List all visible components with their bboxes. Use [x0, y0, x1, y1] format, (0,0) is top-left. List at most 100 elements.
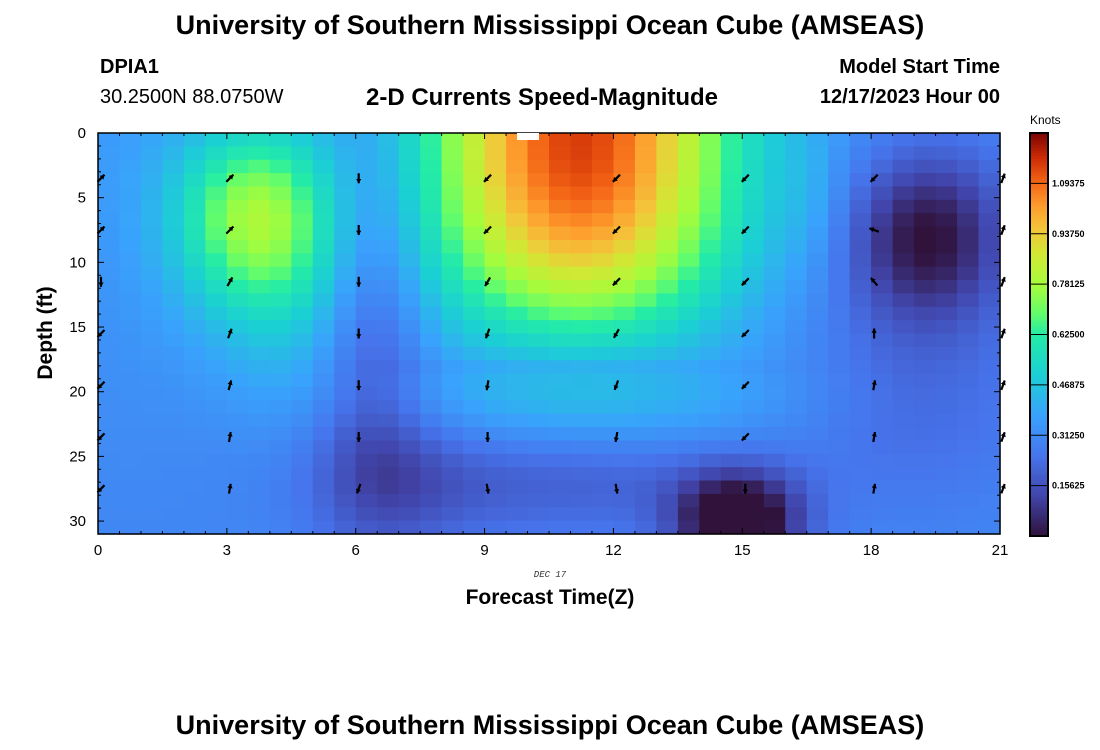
- heatmap-cell: [527, 173, 550, 188]
- colorbar-segment: [1030, 473, 1048, 477]
- heatmap-cell: [312, 226, 335, 241]
- heatmap-cell: [334, 507, 357, 522]
- heatmap-cell: [957, 213, 980, 228]
- heatmap-cell: [785, 280, 808, 294]
- heatmap-cell: [634, 333, 657, 348]
- heatmap-cell: [828, 413, 851, 428]
- heatmap-cell: [162, 400, 185, 415]
- colorbar-segment: [1030, 430, 1048, 434]
- heatmap-cell: [677, 280, 700, 294]
- heatmap-cell: [205, 346, 228, 361]
- heatmap-cell: [892, 320, 915, 335]
- colorbar-segment: [1030, 425, 1048, 429]
- heatmap-cell: [312, 440, 335, 455]
- colorbar-segment: [1030, 359, 1048, 363]
- heatmap-cell: [527, 360, 550, 375]
- heatmap-cell: [205, 280, 228, 294]
- heatmap-cell: [355, 520, 378, 535]
- colorbar-segment: [1030, 397, 1048, 401]
- heatmap-cell: [699, 480, 722, 495]
- heatmap-cell: [506, 467, 529, 482]
- heatmap-cell: [957, 440, 980, 455]
- heatmap-cell: [720, 133, 743, 147]
- heatmap-cell: [119, 146, 142, 161]
- heatmap-cell: [892, 440, 915, 455]
- heatmap-cell: [785, 266, 808, 281]
- heatmap-cell: [828, 360, 851, 375]
- heatmap-cell: [656, 493, 679, 508]
- heatmap-cell: [226, 159, 249, 174]
- heatmap-cell: [226, 400, 249, 415]
- heatmap-cell: [828, 427, 851, 442]
- heatmap-cell: [484, 253, 507, 268]
- heatmap-cell: [720, 440, 743, 455]
- colorbar-segment: [1030, 530, 1048, 535]
- heatmap-cell: [957, 280, 980, 294]
- heatmap-cell: [978, 400, 1001, 415]
- heatmap-cell: [377, 266, 400, 281]
- heatmap-cell: [763, 293, 786, 308]
- heatmap-cell: [183, 213, 206, 228]
- heatmap-cell: [720, 507, 743, 522]
- colorbar-tick-label: 0.62500: [1052, 330, 1085, 340]
- heatmap-cell: [398, 266, 421, 281]
- heatmap-cell: [441, 213, 464, 228]
- heatmap-cell: [935, 186, 958, 201]
- heatmap-cell: [634, 186, 657, 201]
- heatmap-cell: [613, 293, 636, 308]
- colorbar-segment: [1030, 253, 1048, 258]
- colorbar-segment: [1030, 334, 1048, 338]
- heatmap-cell: [806, 467, 829, 482]
- heatmap-cell: [914, 360, 937, 375]
- heatmap-cell: [463, 199, 486, 214]
- heatmap-cell: [699, 186, 722, 201]
- heatmap-cell: [957, 253, 980, 268]
- colorbar-segment: [1030, 155, 1048, 159]
- heatmap-cell: [226, 373, 249, 388]
- y-axis-title: Depth (ft): [34, 286, 57, 379]
- heatmap-cell: [763, 427, 786, 442]
- heatmap-cell: [527, 186, 550, 201]
- heatmap-cell: [205, 386, 228, 401]
- heatmap-cell: [591, 306, 615, 321]
- colorbar-segment: [1030, 284, 1048, 288]
- heatmap-cell: [183, 186, 206, 201]
- heatmap-cell: [484, 213, 507, 228]
- heatmap-cell: [914, 253, 937, 268]
- heatmap-cell: [248, 493, 271, 508]
- colorbar-segment: [1030, 216, 1048, 220]
- heatmap-cell: [742, 400, 765, 415]
- heatmap-cell: [871, 373, 894, 388]
- heatmap-cell: [420, 266, 443, 281]
- heatmap-cell: [98, 440, 121, 455]
- heatmap-cell: [957, 173, 980, 188]
- heatmap-cell: [763, 507, 786, 522]
- heatmap-cell: [570, 346, 593, 361]
- heatmap-cell: [269, 453, 292, 468]
- current-vector-arrow: [1000, 173, 1006, 184]
- heatmap-cell: [634, 199, 657, 214]
- heatmap-cell: [656, 186, 679, 201]
- heatmap-cell: [355, 173, 378, 188]
- heatmap-cell: [98, 493, 121, 508]
- heatmap-cell: [613, 507, 636, 522]
- colorbar-segment: [1030, 480, 1048, 484]
- heatmap-cell: [377, 360, 400, 375]
- heatmap-cell: [312, 199, 335, 214]
- heatmap-cell: [914, 333, 937, 348]
- heatmap-cell: [398, 280, 421, 294]
- heatmap-cell: [119, 293, 142, 308]
- heatmap-cell: [742, 493, 765, 508]
- current-vector-arrow: [1000, 224, 1006, 236]
- heatmap-cell: [785, 427, 808, 442]
- heatmap-cell: [978, 320, 1001, 335]
- heatmap-cell: [162, 427, 185, 442]
- heatmap-cell: [269, 266, 292, 281]
- heatmap-cell: [183, 360, 206, 375]
- heatmap-cell: [806, 173, 829, 188]
- heatmap-cell: [98, 199, 121, 214]
- heatmap-cell: [591, 386, 615, 401]
- heatmap-cell: [978, 373, 1001, 388]
- heatmap-cell: [441, 360, 464, 375]
- heatmap-cell: [420, 520, 443, 535]
